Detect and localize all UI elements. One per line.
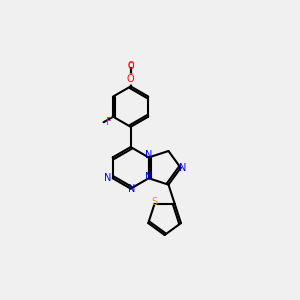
Text: O: O (128, 62, 134, 71)
Text: N: N (104, 173, 111, 183)
Text: N: N (178, 163, 186, 173)
Text: N: N (145, 150, 152, 160)
Text: N: N (128, 184, 135, 194)
Text: S: S (152, 197, 158, 207)
Text: N: N (145, 172, 152, 182)
Text: O: O (127, 74, 134, 84)
Text: O: O (128, 61, 134, 70)
Text: O: O (127, 73, 134, 82)
Text: F: F (106, 117, 111, 127)
